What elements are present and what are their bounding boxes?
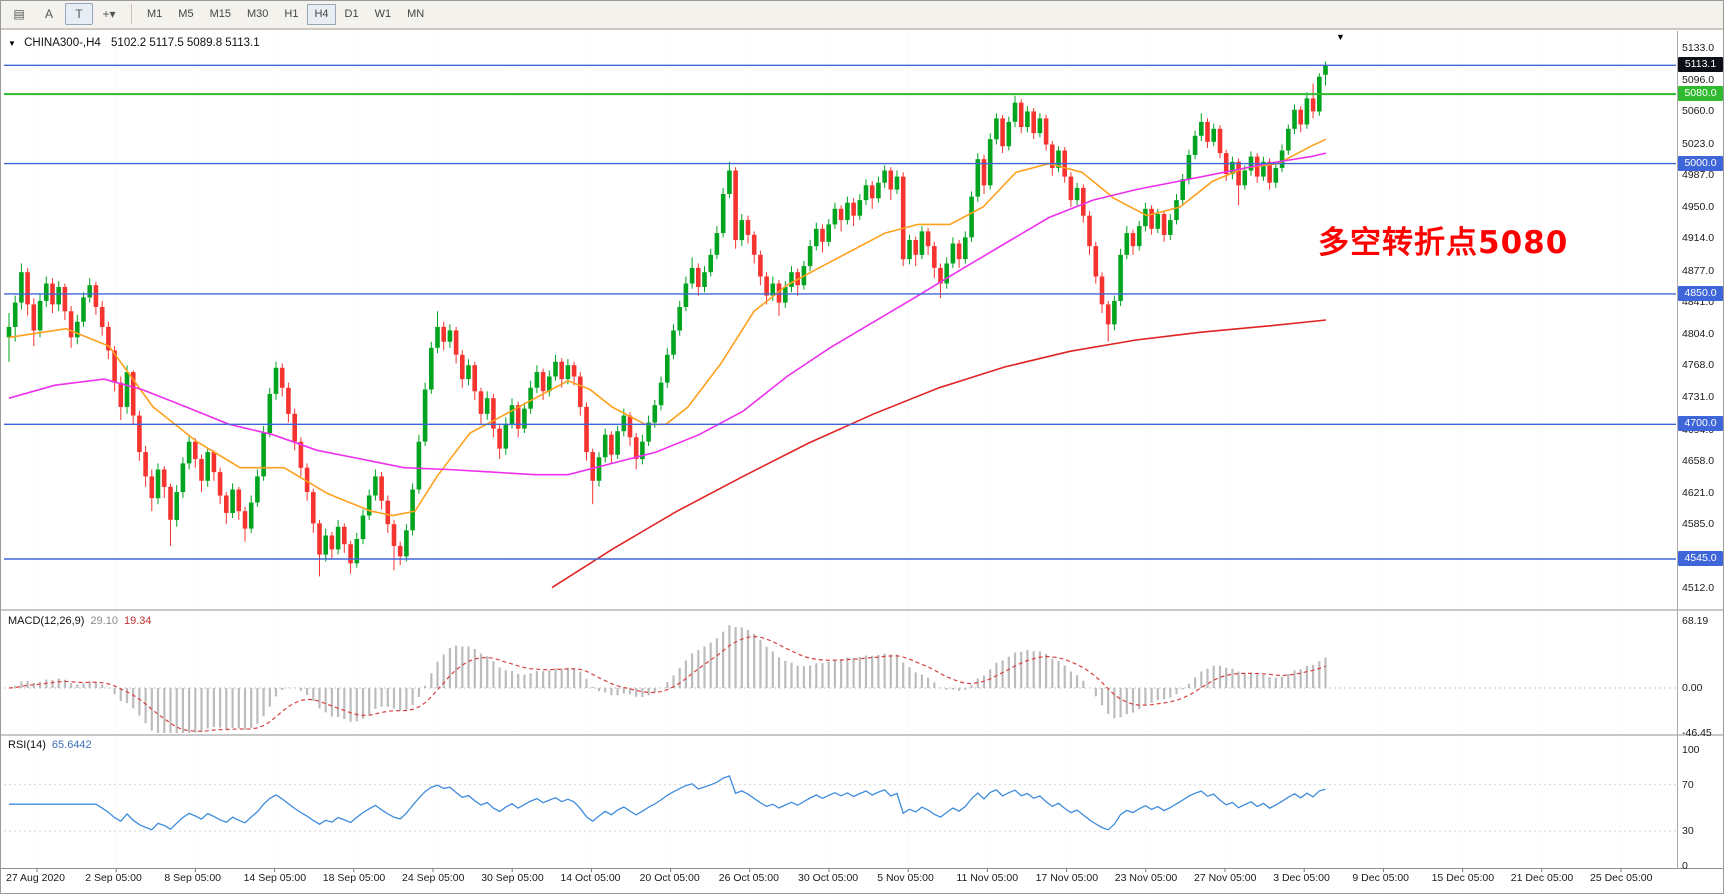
charts-grid-icon[interactable]: ▤ [13, 7, 25, 21]
macd-signal-value: 19.34 [123, 615, 152, 627]
main-toolbar: ▤ A T +▾ M1 M5 M15 M30 H1 H4 D1 W1 MN [0, 0, 1724, 30]
timeframe-button-mn[interactable]: MN [407, 8, 425, 20]
chart-title: ▼ CHINA300-,H4 5102.2 5117.5 5089.8 5113… [8, 37, 260, 49]
macd-panel[interactable] [4, 612, 1676, 734]
rsi-value: 65.6442 [51, 739, 92, 751]
price-level-badge: 5080.0 [1678, 86, 1723, 102]
price-level-badge: 4700.0 [1678, 416, 1723, 432]
time-axis-label: 25 Dec 05:00 [1590, 872, 1653, 884]
time-axis-label: 27 Nov 05:00 [1194, 872, 1257, 884]
time-axis-label: 2 Sep 05:00 [85, 872, 142, 884]
time-axis[interactable]: 27 Aug 2020 2 Sep 05:00 8 Sep 05:00 14 Sep … [0, 868, 1724, 894]
price-tick-label: 4768.0 [1682, 359, 1715, 372]
macd-panel-divider[interactable] [0, 609, 1724, 611]
time-axis-label: 14 Sep 05:00 [243, 872, 307, 884]
price-tick-label: 4512.0 [1682, 581, 1715, 594]
macd-axis-label: 0.00 [1682, 682, 1703, 694]
price-tick-label: 4658.0 [1682, 454, 1715, 467]
draw-tools-button[interactable]: +▾ [102, 7, 116, 21]
price-tick-label: 5133.0 [1682, 42, 1715, 54]
price-tick-label: 4585.0 [1682, 518, 1715, 531]
price-tick-label: 4914.0 [1682, 232, 1715, 245]
time-axis-label: 30 Sep 05:00 [481, 872, 544, 884]
main-chart-panel[interactable] [4, 32, 1676, 609]
time-axis-label: 27 Aug 2020 [6, 872, 65, 884]
time-axis-label: 15 Dec 05:00 [1431, 872, 1495, 884]
collapse-arrow-icon[interactable]: ▼ [8, 39, 16, 48]
cursor-tool-button[interactable]: A [44, 7, 53, 21]
price-tick-label: 4621.0 [1682, 486, 1715, 499]
annotation-text[interactable]: 多空转折点5080 [1318, 225, 1569, 261]
price-tick-label: 4950.0 [1682, 201, 1715, 213]
time-axis-label: 24 Sep 05:00 [402, 872, 465, 884]
timeframe-button-h4[interactable]: H4 [307, 3, 336, 25]
price-level-badge: 4545.0 [1678, 551, 1723, 566]
rsi-indicator-label: RSI(14) 65.6442 [8, 739, 92, 751]
time-axis-label: 26 Oct 05:00 [718, 872, 779, 884]
rsi-axis-label: 70 [1682, 778, 1694, 791]
time-axis-label: 30 Oct 05:00 [798, 872, 859, 884]
rsi-name: RSI(14) [8, 739, 46, 751]
toolbar-separator [131, 4, 132, 24]
time-axis-label: 9 Dec 05:00 [1352, 872, 1410, 884]
time-axis-label: 3 Dec 05:00 [1273, 872, 1330, 884]
symbol-period-label: CHINA300-,H4 [24, 37, 101, 49]
timeframe-button-m30[interactable]: M30 [246, 8, 269, 20]
price-tick-label: 5096.0 [1682, 74, 1715, 87]
time-axis-label: 8 Sep 05:00 [164, 872, 222, 884]
price-tick-label: 4804.0 [1682, 327, 1715, 340]
time-axis-label: 23 Nov 05:00 [1114, 872, 1178, 884]
price-tick-label: 4731.0 [1682, 391, 1715, 404]
chart-shift-marker[interactable]: ▼ [1336, 32, 1345, 42]
rsi-panel[interactable] [4, 736, 1676, 868]
price-tick-label: 5060.0 [1682, 105, 1715, 118]
time-axis-label: 11 Nov 05:00 [956, 872, 1019, 884]
price-tick-label: 4987.0 [1682, 168, 1715, 181]
macd-axis-label: 68.19 [1682, 615, 1709, 628]
time-axis-label: 21 Dec 05:00 [1510, 872, 1574, 884]
time-axis-label: 17 Nov 05:00 [1035, 872, 1099, 884]
time-axis-label: 5 Nov 05:00 [877, 872, 934, 884]
time-axis-label: 14 Oct 05:00 [560, 872, 621, 884]
macd-name: MACD(12,26,9) [8, 615, 85, 627]
macd-axis-label: -46.45 [1682, 727, 1712, 739]
timeframe-button-w1[interactable]: W1 [374, 8, 392, 20]
rsi-axis-label: 30 [1682, 825, 1694, 838]
rsi-axis-label: 100 [1682, 743, 1700, 756]
price-tick-label: 5023.0 [1682, 137, 1715, 150]
tools-group: ▤ A T +▾ [4, 3, 124, 25]
timeframe-button-d1[interactable]: D1 [344, 8, 359, 20]
timeframe-button-m15[interactable]: M15 [209, 8, 231, 20]
price-level-badge: 5113.1 [1678, 57, 1723, 73]
price-tick-label: 4877.0 [1682, 264, 1715, 277]
price-axis-border [1677, 31, 1678, 869]
macd-main-value: 29.10 [90, 615, 118, 627]
timeframes-toolbar: M1 M5 M15 M30 H1 H4 D1 W1 MN [139, 3, 432, 25]
price-level-badge: 4850.0 [1678, 285, 1723, 301]
timeframe-button-h1[interactable]: H1 [284, 8, 299, 20]
time-axis-label: 20 Oct 05:00 [639, 872, 700, 884]
timeframe-button-m5[interactable]: M5 [178, 8, 194, 20]
price-level-badge: 5000.0 [1678, 155, 1723, 171]
text-tool-button[interactable]: T [65, 3, 93, 25]
macd-indicator-label: MACD(12,26,9) 29.10 19.34 [8, 615, 151, 627]
timeframe-button-m1[interactable]: M1 [147, 8, 163, 20]
ohlc-values: 5102.2 5117.5 5089.8 5113.1 [111, 37, 260, 49]
time-axis-label: 18 Sep 05:00 [322, 872, 386, 884]
rsi-panel-divider[interactable] [0, 734, 1724, 736]
time-axis-border [0, 868, 1724, 869]
price-axis[interactable]: 5133.0 5096.0 5060.0 5023.0 4987.0 4950.0 4914… [1678, 0, 1724, 872]
rsi-axis-label: 0 [1682, 860, 1688, 872]
